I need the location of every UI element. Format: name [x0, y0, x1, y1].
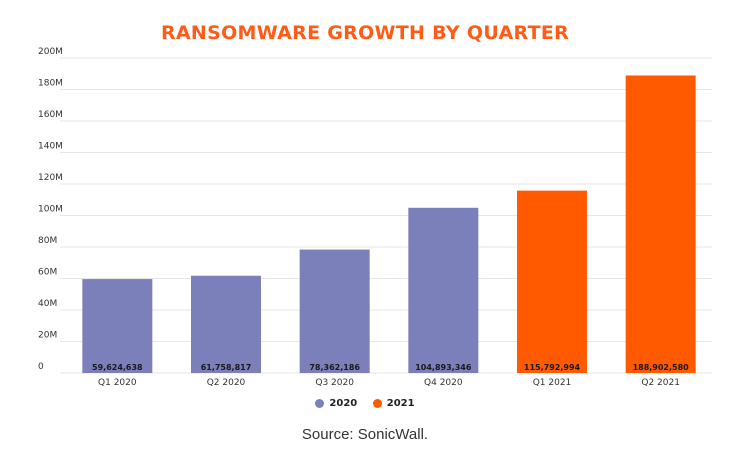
bar — [408, 207, 479, 373]
y-tick-label: 180M — [38, 79, 63, 89]
x-tick-label: Q4 2020 — [424, 378, 463, 388]
source-caption: Source: SonicWall. — [301, 426, 429, 443]
y-tick-label: 60M — [38, 268, 57, 278]
legend-label-2021: 2021 — [386, 398, 415, 409]
legend-item-2021: 2021 — [372, 398, 415, 409]
bar-chart: 0 20M 40M 60M 80M 100M 120M 140M 160M 180M 200M 59,… — [38, 47, 712, 388]
legend: 2020 2021 — [0, 398, 730, 411]
legend-label-2020: 2020 — [329, 398, 358, 409]
bar — [191, 275, 261, 373]
y-tick-label: 120M — [38, 173, 63, 183]
legend-swatch-2021 — [372, 399, 382, 408]
chart-card: RANSOMWARE GROWTH BY QUARTER 0 20M 40M 60M 8… — [0, 22, 730, 411]
y-tick-label: 160M — [38, 110, 63, 120]
y-tick-label: 100M — [38, 205, 63, 215]
legend-swatch-2020 — [315, 399, 325, 408]
bar-value-label: 61,758,817 — [201, 363, 252, 372]
y-tick-label: 200M — [38, 47, 63, 57]
y-tick-label: 0 — [38, 362, 44, 372]
y-tick-label: 140M — [38, 142, 63, 152]
chart-title: RANSOMWARE GROWTH BY QUARTER — [160, 22, 570, 44]
bar — [299, 249, 370, 373]
bar-value-label: 59,624,638 — [92, 363, 143, 372]
bar-value-label: 115,792,994 — [524, 363, 581, 372]
x-tick-label: Q3 2020 — [315, 378, 354, 388]
bar-value-label: 104,893,346 — [415, 363, 472, 372]
legend-item-2020: 2020 — [315, 398, 357, 409]
y-tick-label: 80M — [38, 236, 57, 246]
bar — [625, 75, 696, 373]
bar — [517, 190, 587, 373]
y-tick-label: 20M — [38, 331, 57, 341]
x-tick-label: Q1 2020 — [98, 378, 137, 388]
x-tick-label: Q1 2021 — [533, 378, 572, 388]
y-tick-label: 40M — [38, 299, 57, 309]
bar — [82, 279, 153, 373]
x-tick-label: Q2 2021 — [641, 378, 680, 388]
bar-value-label: 78,362,186 — [309, 363, 360, 372]
x-tick-label: Q2 2020 — [207, 378, 246, 388]
bar-value-label: 188,902,580 — [633, 363, 690, 372]
